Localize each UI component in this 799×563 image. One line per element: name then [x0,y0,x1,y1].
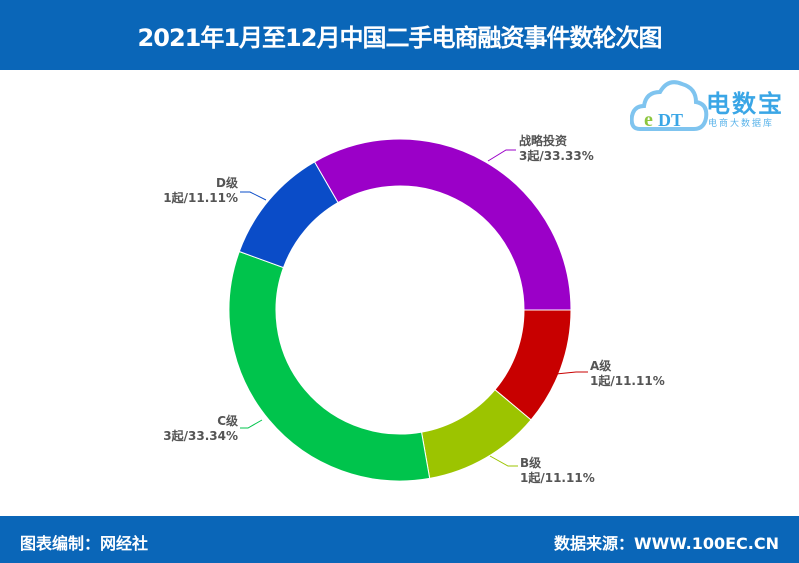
data-label-name: D级 [216,175,238,190]
logo-name: 电数宝 [706,90,784,118]
data-label-name: 战略投资 [519,133,567,148]
svg-text:DT: DT [658,110,683,130]
data-label-value: 1起/11.11% [163,190,238,205]
slice-0 [313,138,572,311]
data-label-value: 3起/33.33% [519,148,594,163]
data-label-name: A级 [590,358,611,373]
logo-tagline: 电商大数据库 [708,119,775,129]
data-label-name: C级 [217,413,238,428]
donut-chart: 战略投资3起/33.33%A级1起/11.11%B级1起/11.11%C级3起/… [163,133,665,485]
data-label-value: 1起/11.11% [590,373,665,388]
data-label-value: 1起/11.11% [520,470,595,485]
footer: 图表编制：网经社 数据来源：WWW.100EC.CN [0,516,799,563]
data-label-value: 3起/33.34% [163,428,238,443]
footer-credit: 图表编制：网经社 [20,534,149,553]
chart-title: 2021年1月至12月中国二手电商融资事件数轮次图 [0,0,799,70]
slice-4 [238,161,339,269]
svg-text:e: e [644,109,653,131]
cloud-logo-icon: e DT [629,80,709,131]
slice-3 [228,250,431,482]
logo: e DT 电数宝 电商大数据库 [629,74,795,136]
leader-line-4 [240,191,267,201]
leader-line-1 [555,371,588,375]
leader-line-0 [487,149,516,162]
leader-line-2 [489,455,518,467]
leader-line-3 [240,419,263,429]
footer-source: 数据来源：WWW.100EC.CN [553,534,779,553]
data-label-name: B级 [520,455,541,470]
